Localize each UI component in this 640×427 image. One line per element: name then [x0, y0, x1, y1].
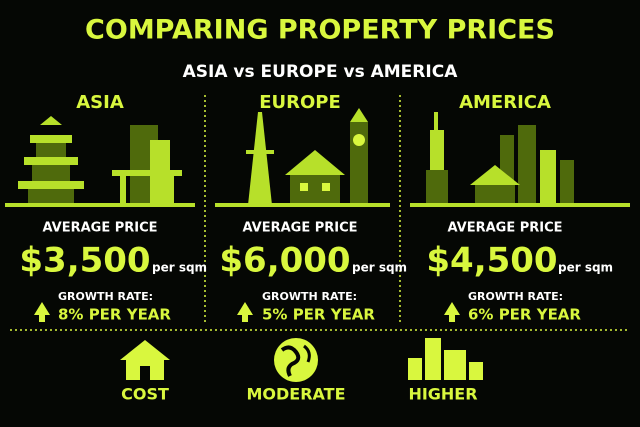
price-label: AVERAGE PRICE — [242, 221, 357, 236]
price: $3,500 — [19, 241, 150, 281]
price-unit: per sqm — [558, 261, 613, 275]
price: $4,500 — [426, 241, 557, 281]
price-label: AVERAGE PRICE — [447, 221, 562, 236]
moderate-icon — [274, 338, 318, 382]
price-unit: per sqm — [152, 261, 207, 275]
growth: 5% PER YEAR — [262, 306, 375, 324]
higher-icon — [408, 338, 483, 380]
footer-item: HIGHER — [408, 385, 477, 404]
footer-item: COST — [121, 385, 169, 404]
region-name: ASIA — [76, 92, 124, 113]
region-europe: EUROPE AVERAGE PRICE $6,000 per sqm GROW… — [219, 92, 407, 324]
dividers — [10, 95, 630, 331]
europe-illustration — [215, 108, 390, 207]
growth-arrow — [34, 302, 50, 322]
footer-item: MODERATE — [246, 385, 345, 404]
growth-label: GROWTH RATE: — [262, 290, 357, 303]
america-illustration — [410, 112, 630, 207]
growth-arrow — [237, 302, 253, 322]
growth: 8% PER YEAR — [58, 306, 171, 324]
region-america: AMERICA AVERAGE PRICE $4,500 per sqm GRO… — [426, 92, 613, 324]
title: COMPARING PROPERTY PRICES — [85, 15, 555, 46]
growth: 6% PER YEAR — [468, 306, 581, 324]
cost-icon — [120, 340, 170, 380]
region-asia: ASIA AVERAGE PRICE $3,500 per sqm GROWTH… — [19, 92, 207, 324]
growth-label: GROWTH RATE: — [58, 290, 153, 303]
growth-arrow — [444, 302, 460, 322]
price-label: AVERAGE PRICE — [42, 221, 157, 236]
price: $6,000 — [219, 241, 350, 281]
region-name: EUROPE — [259, 92, 341, 113]
region-name: AMERICA — [459, 92, 551, 113]
asia-illustration — [5, 116, 195, 207]
price-unit: per sqm — [352, 261, 407, 275]
growth-label: GROWTH RATE: — [468, 290, 563, 303]
subtitle: ASIA vs EUROPE vs AMERICA — [183, 62, 459, 82]
